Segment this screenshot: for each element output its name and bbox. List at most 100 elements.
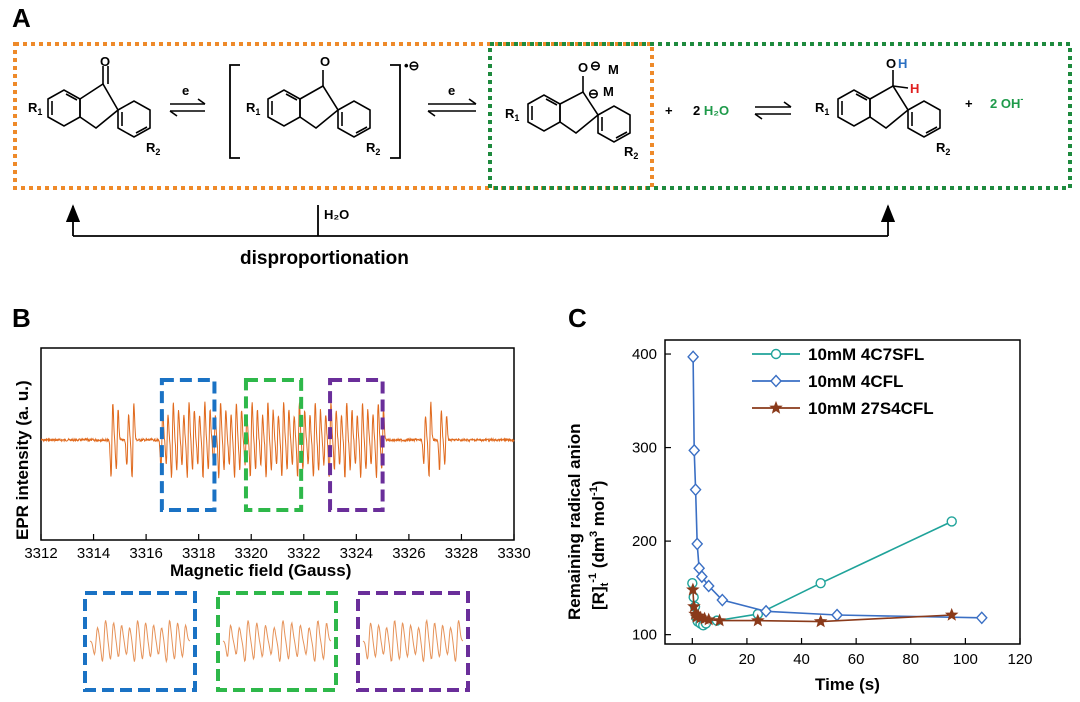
decay-axis-ticks: 0 20 40 60 80 100 120 100 200 300 400 — [632, 346, 1033, 668]
alcohol-carbinol-h: H — [910, 81, 919, 96]
epr-tick-label: 3324 — [340, 545, 373, 562]
epr-highlight-box — [243, 378, 304, 512]
panel-c: C Remaining radical anion [R]t-1 (dm3 mo… — [565, 303, 1033, 694]
decay-y-axis-label-1: Remaining radical anion — [565, 424, 584, 621]
data-point-star — [687, 599, 701, 613]
epr-tick-label: 3328 — [445, 545, 478, 562]
ketone-oxygen: O — [100, 54, 110, 69]
data-point-circle — [770, 348, 782, 360]
radical-anion-structure — [267, 70, 371, 138]
data-point-star — [944, 607, 959, 621]
dianion-metal-1: M — [608, 62, 619, 77]
series-line — [692, 356, 982, 619]
panel-b-label: B — [12, 303, 31, 333]
epr-inset-blue — [83, 591, 197, 692]
panel-b: B EPR intensity (a. u.) Magnetic field (… — [12, 303, 531, 692]
decay-x-tick-label: 20 — [739, 651, 756, 668]
decay-x-tick-label: 80 — [902, 651, 919, 668]
data-point-star — [686, 582, 700, 596]
orange-dashed-box — [13, 42, 654, 190]
alcohol-hydroxyl-h: H — [898, 56, 907, 71]
water-arrow-label: H₂O — [324, 207, 349, 222]
plus-sign-1: + — [665, 103, 673, 118]
data-point-star — [701, 612, 716, 626]
dianion-metal-2: M — [603, 84, 614, 99]
epr-tick-label: 3316 — [129, 545, 162, 562]
legend-label: 10mM 4CFL — [808, 372, 903, 391]
decay-x-tick-label: 40 — [793, 651, 810, 668]
data-point-diamond — [688, 443, 701, 457]
dianion-structure — [527, 76, 631, 143]
dianion-charge-2: ⊖ — [588, 86, 599, 101]
fluorenone-structure — [47, 66, 151, 138]
decay-x-tick-label: 0 — [688, 651, 696, 668]
r2-label-3: R2 — [624, 144, 638, 161]
legend-label: 10mM 27S4CFL — [808, 399, 934, 418]
epr-tick-label: 3326 — [392, 545, 425, 562]
epr-tick-label: 3330 — [497, 545, 530, 562]
decay-x-tick-label: 120 — [1007, 651, 1032, 668]
disproportionation-arrow — [65, 204, 896, 237]
epr-highlight-boxes — [159, 378, 385, 512]
green-dashed-box — [488, 42, 1072, 190]
data-point-diamond — [975, 611, 988, 625]
alcohol-oxygen: O — [886, 56, 896, 71]
decay-y-tick-label: 300 — [632, 440, 657, 457]
data-point-star — [769, 400, 783, 414]
series-star — [686, 582, 959, 628]
panel-a: A O R1 R2 e — [12, 3, 1072, 269]
r1-label-4: R1 — [815, 100, 829, 117]
r2-label-2: R2 — [366, 140, 380, 157]
equilibrium-arrow-2 — [427, 98, 477, 117]
dianion-charge-1: ⊖ — [590, 58, 601, 73]
decay-y-tick-label: 200 — [632, 533, 657, 550]
data-point-circle — [946, 516, 957, 527]
r1-label-3: R1 — [505, 106, 519, 123]
panel-c-label: C — [568, 303, 587, 333]
epr-x-axis-label: Magnetic field (Gauss) — [170, 561, 351, 580]
decay-legend: 10mM 4C7SFL 10mM 4CFL 10mM 27S4CFL — [752, 345, 934, 418]
epr-tick-label: 3312 — [24, 545, 57, 562]
panel-a-label: A — [12, 3, 31, 33]
epr-inset-purple — [356, 591, 470, 692]
equilibrium-arrow-1 — [169, 98, 206, 117]
r2-label-4: R2 — [936, 140, 950, 157]
decay-series — [686, 350, 988, 631]
data-point-diamond — [831, 608, 843, 622]
dianion-oxygen: O — [578, 60, 588, 75]
epr-spectrum — [40, 401, 515, 479]
data-point-diamond — [770, 374, 782, 388]
data-point-star — [751, 613, 765, 627]
decay-y-tick-label: 100 — [632, 627, 657, 644]
data-point-diamond — [691, 537, 704, 551]
data-point-diamond — [702, 579, 715, 593]
fluorenol-structure — [837, 70, 941, 138]
radical-oxygen: O — [320, 54, 330, 69]
r1-label-2: R1 — [246, 100, 260, 117]
series-diamond — [687, 350, 988, 625]
bracket-right — [390, 64, 401, 159]
hydroxide-product: 2 OH- — [990, 94, 1023, 111]
decay-y-axis-label-2: [R]t-1 (dm3 mol-1) — [587, 481, 611, 610]
series-line — [692, 589, 952, 623]
equilibrium-arrow-3 — [754, 101, 792, 120]
legend-label: 10mM 4C7SFL — [808, 345, 924, 364]
r1-label-1: R1 — [28, 100, 42, 117]
epr-plot-frame — [40, 347, 515, 541]
arrow-1-label: e — [182, 83, 189, 98]
epr-tick-label: 3318 — [182, 545, 215, 562]
epr-tick-label: 3320 — [235, 545, 268, 562]
data-point-star — [813, 614, 828, 628]
disproportionation-label: disproportionation — [240, 248, 409, 269]
series-circle — [687, 516, 957, 631]
epr-y-axis-label: EPR intensity (a. u.) — [13, 380, 32, 540]
data-point-diamond — [695, 570, 708, 584]
data-point-diamond — [760, 604, 772, 618]
epr-highlight-box — [159, 378, 217, 512]
data-point-diamond — [689, 483, 702, 497]
plus-sign-2: + — [965, 96, 973, 111]
data-point-circle — [815, 578, 826, 589]
epr-trace-line — [40, 401, 515, 479]
decay-plot-frame — [664, 339, 1021, 645]
